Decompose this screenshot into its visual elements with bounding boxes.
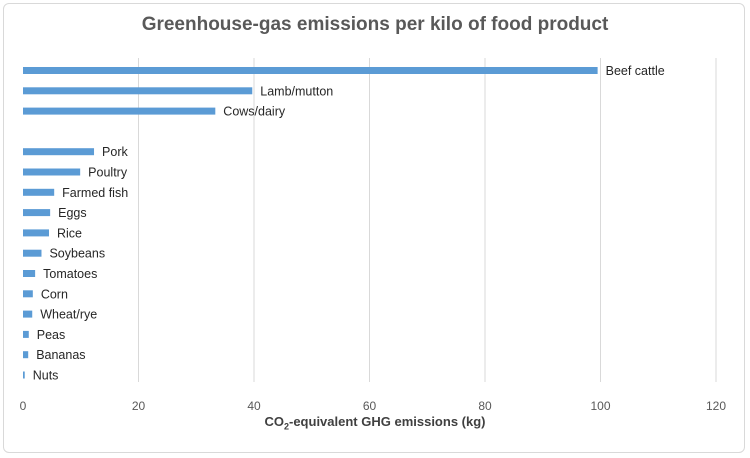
bar-pork — [23, 148, 95, 156]
x-tick-label: 40 — [247, 399, 261, 413]
bar-corn — [23, 290, 33, 298]
bar-label-pork: Pork — [102, 145, 128, 159]
x-axis-label-post: -equivalent GHG emissions (kg) — [289, 414, 486, 429]
bar-label-tomatoes: Tomatoes — [43, 267, 97, 281]
x-tick-label: 0 — [20, 399, 27, 413]
x-tick-label: 20 — [132, 399, 146, 413]
bar-label-nuts: Nuts — [33, 369, 59, 383]
bars — [23, 67, 598, 379]
bar-label-soybeans: Soybeans — [49, 247, 105, 261]
bar-label-poultry: Poultry — [88, 166, 128, 180]
bar-label-farmed-fish: Farmed fish — [62, 186, 128, 200]
bar-nuts — [23, 371, 25, 379]
bar-peas — [23, 330, 29, 338]
bar-label-peas: Peas — [37, 328, 66, 342]
x-tick-label: 120 — [706, 399, 726, 413]
chart-frame — [3, 3, 745, 453]
x-tick-label: 60 — [363, 399, 377, 413]
bar-lamb-mutton — [23, 87, 253, 95]
bar-labels: Beef cattle Lamb/mutton Cows/dairy Pork Poul… — [33, 64, 665, 383]
bar-label-rice: Rice — [57, 226, 82, 240]
bar-rice — [23, 229, 49, 237]
bar-soybeans — [23, 249, 42, 257]
bar-label-beef-cattle: Beef cattle — [606, 64, 665, 78]
x-axis-label-sub: 2 — [283, 421, 289, 432]
bar-farmed-fish — [23, 188, 55, 196]
bar-label-eggs: Eggs — [58, 206, 87, 220]
bar-eggs — [23, 209, 51, 217]
bar-label-cows-dairy: Cows/dairy — [223, 105, 286, 119]
chart-title: Greenhouse-gas emissions per kilo of foo… — [141, 14, 609, 35]
bar-label-lamb-mutton: Lamb/mutton — [260, 84, 333, 98]
bar-label-corn: Corn — [41, 287, 68, 301]
x-tick-label: 100 — [590, 399, 610, 413]
bar-label-wheat-rye: Wheat/rye — [40, 308, 97, 322]
x-tick-label: 80 — [478, 399, 492, 413]
bar-wheat-rye — [23, 310, 33, 318]
x-axis-label: CO2-equivalent GHG emissions (kg) — [0, 414, 750, 432]
x-axis: 0 20 40 60 80 100 120 — [20, 399, 727, 413]
bar-cows-dairy — [23, 107, 216, 115]
bar-bananas — [23, 351, 29, 359]
bar-poultry — [23, 168, 81, 176]
bar-beef-cattle — [23, 67, 598, 74]
bar-tomatoes — [23, 270, 36, 277]
bar-label-bananas: Bananas — [36, 348, 85, 362]
x-axis-label-pre: CO — [264, 414, 284, 429]
